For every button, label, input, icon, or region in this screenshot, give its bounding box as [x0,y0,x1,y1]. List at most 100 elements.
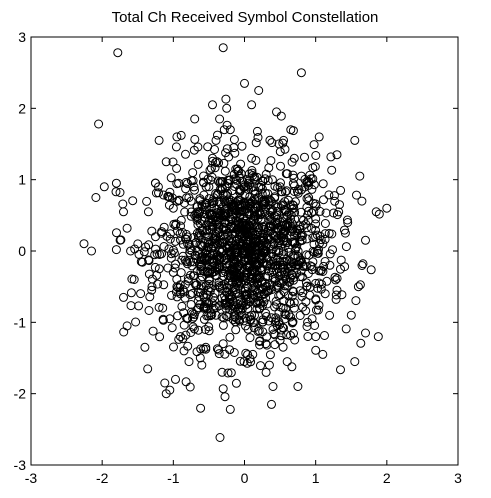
data-point [320,219,330,228]
data-point [218,43,228,53]
data-point [185,243,195,253]
data-point [147,285,157,295]
data-point [267,206,277,216]
data-point [115,235,125,245]
data-point [253,279,263,289]
data-point [336,365,345,375]
data-point [289,273,299,283]
data-point [219,222,228,232]
data-point [225,332,235,342]
data-point [221,253,231,263]
data-point [144,269,154,279]
data-point [361,328,370,338]
data-point [225,404,235,414]
data-point [249,323,259,333]
data-point [147,274,157,284]
data-point [186,211,196,221]
data-point [205,208,215,218]
data-point [282,169,292,179]
data-point [169,342,178,352]
data-point [336,255,346,265]
data-point [226,290,236,300]
data-point [239,212,249,222]
data-point [261,339,271,349]
data-point [170,236,180,246]
data-point [304,250,314,260]
data-point [245,333,255,343]
data-point [202,311,212,321]
data-point [167,323,177,333]
data-point [211,158,220,167]
data-point [273,264,283,274]
data-point [160,378,170,388]
data-point [325,249,335,259]
data-point [329,191,339,201]
data-point [79,239,89,249]
data-point [182,193,192,203]
data-point [280,144,290,154]
data-point [259,258,269,268]
data-point [189,182,199,192]
data-point [239,250,249,260]
y-tick-label: -3 [14,457,27,473]
data-point [147,226,157,236]
data-point [278,323,288,332]
data-point [159,280,169,290]
data-point [340,228,350,238]
data-point [126,246,136,256]
data-point [144,255,153,265]
data-point [211,235,221,245]
data-point [206,283,216,293]
data-point [311,201,321,211]
data-point [335,200,344,210]
data-point [283,264,293,274]
data-point [213,190,222,200]
data-point [191,238,201,248]
data-point [289,328,298,338]
data-point [263,189,273,199]
data-point [327,165,337,175]
data-point [215,184,225,194]
data-point [219,313,229,323]
data-point [200,325,210,334]
x-tick-label: -2 [96,470,109,486]
data-point [302,281,312,291]
data-point [126,301,136,311]
data-point [251,138,261,148]
data-point [230,255,240,265]
data-point [190,134,200,144]
data-point [141,242,151,252]
data-point [282,357,292,367]
data-point [251,155,261,165]
data-point [289,298,299,307]
data-point [162,231,172,241]
data-point [220,210,230,220]
data-point [144,306,154,315]
data-point [259,198,268,208]
x-tick-label: -3 [25,470,38,486]
data-point [298,231,307,240]
data-point [200,267,210,277]
data-point [288,225,298,235]
chart-title: Total Ch Received Symbol Constellation [112,9,379,26]
data-point [287,362,297,372]
data-point [330,196,340,206]
data-point [218,320,228,330]
data-point [373,332,383,342]
data-point [158,303,168,313]
data-point [197,252,207,262]
data-point [350,357,360,367]
data-point [311,225,321,235]
data-point [136,289,146,299]
data-point [298,302,308,312]
data-point [350,135,360,145]
x-tick-label: 1 [312,470,320,486]
data-point [248,182,258,192]
data-point [256,182,266,192]
data-point [201,202,211,212]
x-tick-label: 0 [241,470,249,486]
data-point [341,242,351,252]
data-point [311,295,321,305]
data-point [282,222,292,232]
